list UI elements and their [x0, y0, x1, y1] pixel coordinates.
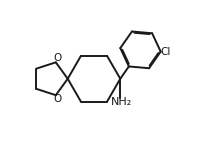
Text: O: O: [53, 53, 61, 63]
Text: NH₂: NH₂: [110, 97, 132, 107]
Text: O: O: [53, 94, 61, 104]
Text: Cl: Cl: [161, 47, 171, 57]
